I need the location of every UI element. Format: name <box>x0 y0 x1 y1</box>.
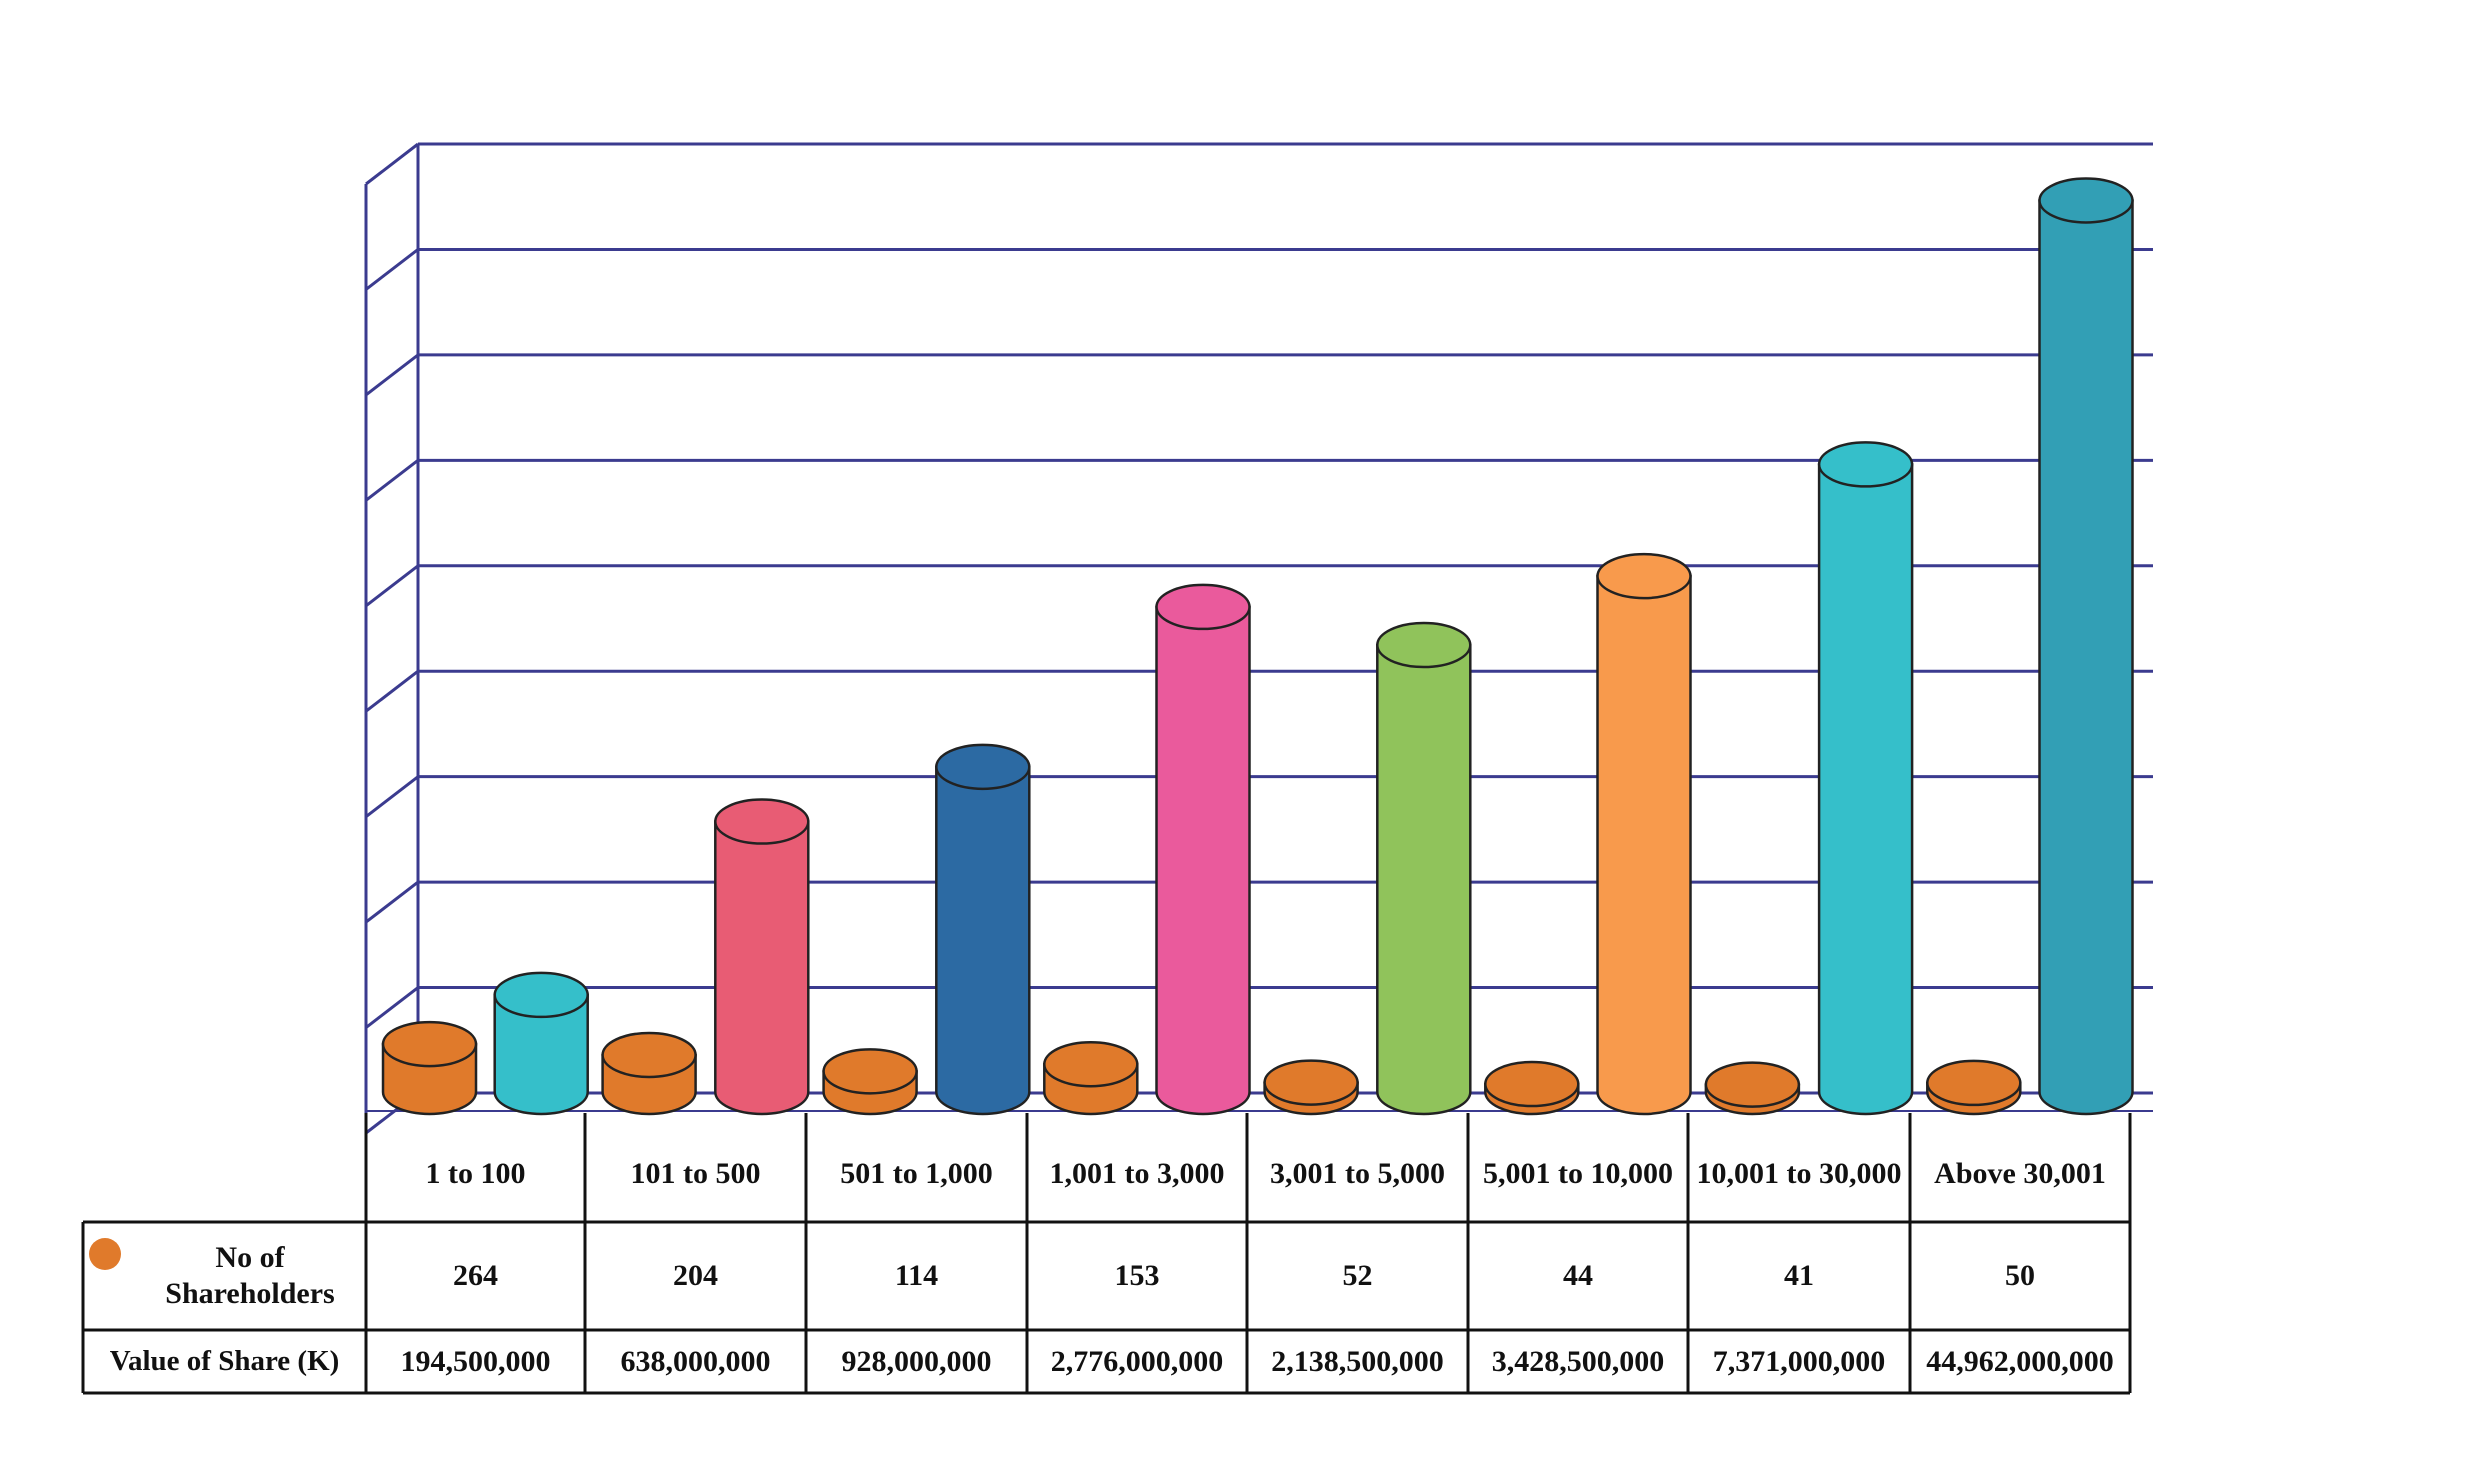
grid-line <box>365 775 419 818</box>
category-label: Above 30,001 <box>1934 1156 2106 1190</box>
cylinder-top <box>1484 1060 1580 1108</box>
share-value: 44,962,000,000 <box>1926 1344 2114 1378</box>
cylinder <box>714 820 810 1116</box>
share-value: 2,776,000,000 <box>1050 1344 1224 1378</box>
category-label: 1,001 to 3,000 <box>1049 1156 1225 1190</box>
category-label: 5,001 to 10,000 <box>1483 1156 1673 1190</box>
cylinder-top <box>1376 621 1472 669</box>
shareholders-value: 41 <box>1784 1259 1814 1292</box>
cylinder <box>1596 574 1692 1116</box>
legend-marker <box>89 1238 121 1270</box>
grid-line <box>365 142 419 186</box>
grid-line <box>365 248 419 291</box>
cylinder-top <box>822 1048 918 1095</box>
cylinder-top <box>1155 583 1251 631</box>
cylinder-top <box>714 798 810 845</box>
grid-line <box>365 986 419 1029</box>
cylinder-top <box>1817 441 1914 488</box>
cylinder <box>1155 605 1251 1116</box>
share-value: 928,000,000 <box>841 1344 992 1378</box>
grid-line <box>365 564 419 607</box>
cylinder-top <box>1926 1059 2022 1107</box>
legend-label: No of Shareholders <box>165 1241 335 1310</box>
shareholders-value: 114 <box>894 1259 939 1292</box>
cylinder-top <box>1596 552 1692 600</box>
cylinder <box>2038 199 2134 1116</box>
category-label: 10,001 to 30,000 <box>1696 1156 1902 1190</box>
cylinder-top <box>2038 177 2134 224</box>
cylinder <box>1817 463 1914 1116</box>
category-label: 1 to 100 <box>425 1156 526 1190</box>
shareholders-value: 153 <box>1114 1259 1160 1292</box>
category-label: 501 to 1,000 <box>840 1156 993 1190</box>
cylinder <box>935 765 1031 1116</box>
cylinder-top <box>601 1031 697 1079</box>
legend-label: Value of Share (K) <box>109 1345 340 1378</box>
grid-line <box>365 459 419 502</box>
shareholders-value: 204 <box>673 1259 718 1292</box>
shareholders-value: 264 <box>453 1259 498 1292</box>
grid-line <box>365 880 419 924</box>
share-value: 194,500,000 <box>400 1344 551 1378</box>
cylinder <box>493 993 589 1116</box>
shareholders-value: 50 <box>2005 1259 2035 1292</box>
cylinder-top <box>1263 1059 1359 1106</box>
share-value: 2,138,500,000 <box>1271 1344 1444 1378</box>
cylinder-top <box>493 971 589 1019</box>
share-value: 638,000,000 <box>620 1344 771 1378</box>
category-label: 3,001 to 5,000 <box>1270 1156 1445 1190</box>
cylinder-top <box>1043 1040 1139 1088</box>
cylinder-top <box>381 1020 478 1068</box>
cylinder-top <box>935 743 1031 791</box>
cylinder <box>1376 643 1472 1116</box>
grid-line <box>365 670 419 713</box>
category-label: 101 to 500 <box>630 1156 761 1190</box>
cylinder-top <box>1704 1061 1801 1108</box>
shareholders-value: 52 <box>1342 1259 1373 1292</box>
share-value: 7,371,000,000 <box>1712 1344 1886 1378</box>
grid-line <box>365 353 419 397</box>
shareholders-value: 44 <box>1563 1259 1593 1292</box>
share-value: 3,428,500,000 <box>1491 1344 1665 1378</box>
